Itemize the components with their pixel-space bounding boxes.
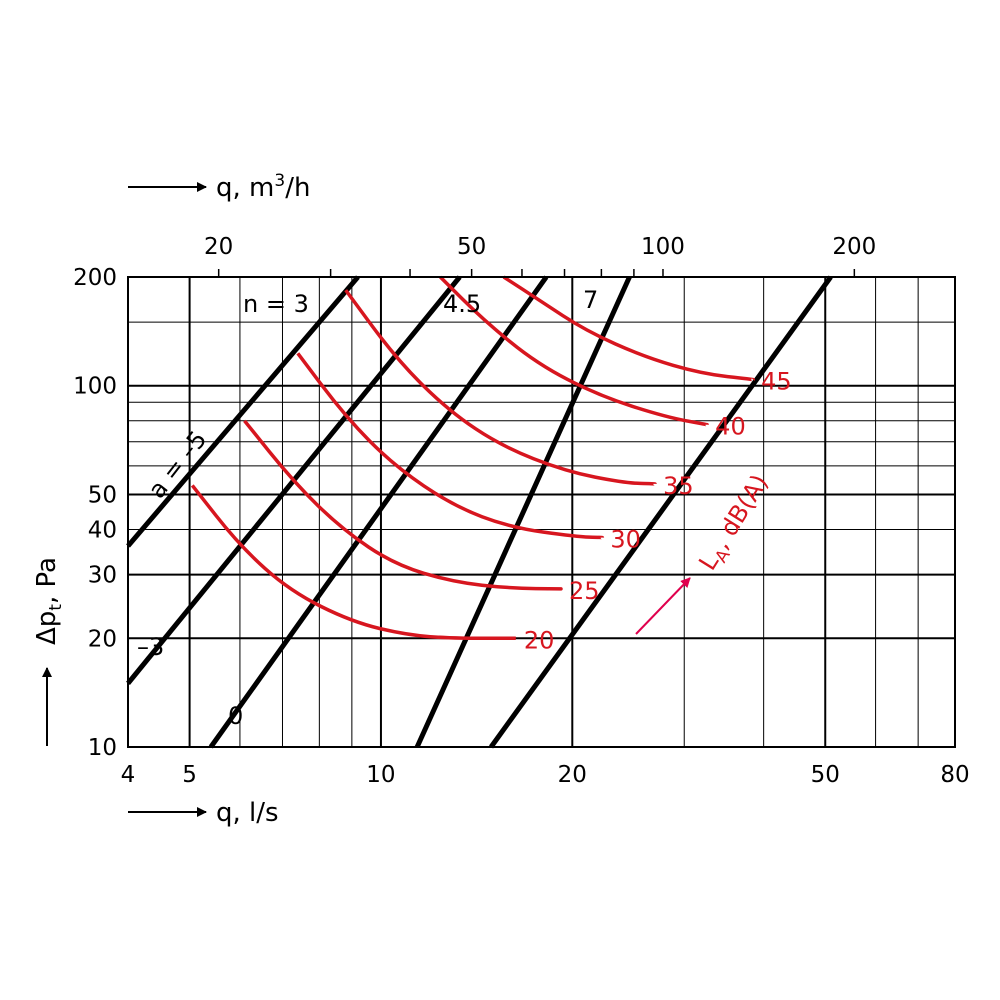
x-tick-label: 20 [558,762,587,788]
x2-axis-label: q, m3/h [216,171,310,203]
x-tick-labels: 4 5 10 20 50 80 [121,762,970,788]
x-tick-label: 80 [940,762,969,788]
x2-tick-label: 20 [204,234,233,260]
x-axis-title: q, l/s [128,798,279,828]
x2-tick-label: 50 [457,234,486,260]
x2-tick-labels: 20 50 100 200 [204,234,876,260]
system-line [414,275,632,749]
a-label: a = –5 [143,426,213,504]
sound-curve-20 [190,484,516,641]
sound-curve-25 [243,419,563,591]
y-tick-label: 30 [88,563,117,589]
x-tick-label: 4 [121,762,136,788]
sound-curve-40 [439,275,708,427]
a-label: –3 [137,633,164,661]
sound-legend-arrow [635,577,691,635]
sound-curve-30 [296,352,605,540]
y-tick-label: 50 [88,482,117,508]
sound-legend-label: LA, dB(A) [693,469,778,577]
n-label: n = 3 [243,290,309,318]
sound-curve-35 [344,289,657,486]
sound-curves [190,275,755,641]
y-tick-label: 200 [73,265,117,291]
x-tick-label: 50 [811,762,840,788]
sound-labels: 20 25 30 35 40 45 [524,368,792,655]
sound-label-20: 20 [524,626,555,654]
sound-label-45: 45 [761,368,792,396]
n-label: 7 [583,286,598,314]
y-axis-title: Δpt, Pa [32,557,66,746]
sound-label-40: 40 [715,413,746,441]
x2-tick-label: 100 [641,234,685,260]
x2-axis-title: q, m3/h [128,171,310,203]
sound-label-25: 25 [569,577,600,605]
y-tick-label: 10 [88,735,117,761]
y-tick-label: 40 [88,518,117,544]
sound-label-30: 30 [610,526,641,554]
plot-frame [127,276,956,748]
sound-curve-45 [502,275,755,382]
a-label: 0 [228,702,243,730]
system-line [208,275,549,749]
system-line [489,275,833,749]
sound-label-35: 35 [663,472,694,500]
n-labels: n = 3 4.5 7 [243,286,598,318]
x-axis-label: q, l/s [216,798,279,828]
y-tick-label: 20 [88,626,117,652]
y-tick-labels: 10 20 30 40 50 100 200 [73,265,117,761]
x2-tick-label: 200 [832,234,876,260]
y-tick-label: 100 [73,374,117,400]
system-line [126,275,360,548]
n-label: 4.5 [443,290,481,318]
x-tick-label: 10 [366,762,395,788]
x-tick-label: 5 [182,762,197,788]
y-axis-label: Δpt, Pa [32,557,66,645]
